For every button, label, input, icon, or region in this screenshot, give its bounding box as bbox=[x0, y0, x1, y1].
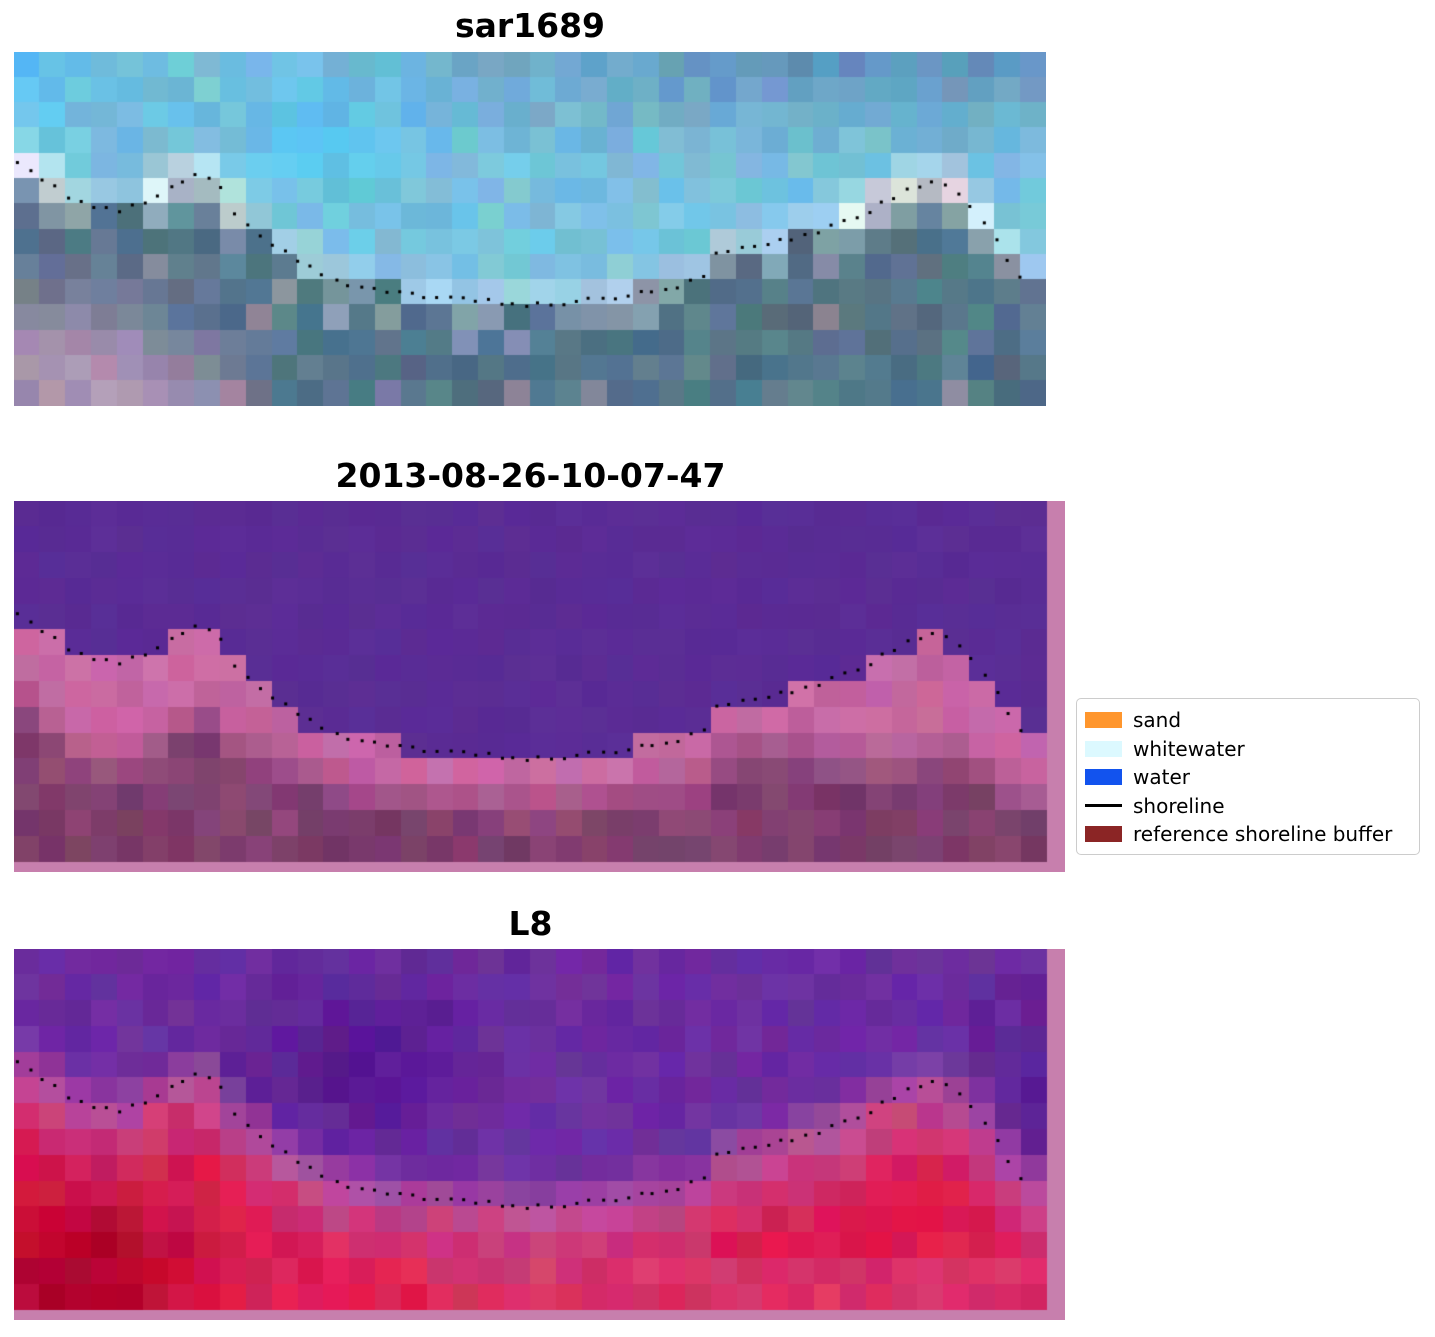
l8-image bbox=[14, 949, 1065, 1320]
legend-label-water: water bbox=[1133, 765, 1190, 790]
panel-title-classified: 2013-08-26-10-07-47 bbox=[335, 456, 726, 495]
legend-label-shoreline: shoreline bbox=[1133, 793, 1225, 818]
classified-image bbox=[14, 501, 1065, 872]
sand-swatch bbox=[1085, 712, 1122, 729]
panel-title-sar: sar1689 bbox=[454, 6, 606, 45]
legend-label-whitewater: whitewater bbox=[1133, 736, 1245, 761]
legend-label-sand: sand bbox=[1133, 708, 1182, 733]
whitewater-swatch bbox=[1085, 740, 1122, 757]
water-swatch bbox=[1085, 769, 1122, 786]
panel-title-l8: L8 bbox=[508, 904, 553, 943]
reference-buffer-swatch bbox=[1085, 826, 1122, 843]
legend-item-sand: sand bbox=[1085, 706, 1411, 735]
legend-item-shoreline: shoreline bbox=[1085, 792, 1411, 821]
legend: sand whitewater water shoreline referenc… bbox=[1076, 698, 1420, 855]
legend-label-reference-buffer: reference shoreline buffer bbox=[1133, 822, 1393, 847]
legend-item-whitewater: whitewater bbox=[1085, 735, 1411, 764]
sar-image bbox=[14, 52, 1046, 406]
legend-item-reference-buffer: reference shoreline buffer bbox=[1085, 820, 1411, 849]
legend-item-water: water bbox=[1085, 763, 1411, 792]
shoreline-swatch bbox=[1085, 804, 1122, 808]
